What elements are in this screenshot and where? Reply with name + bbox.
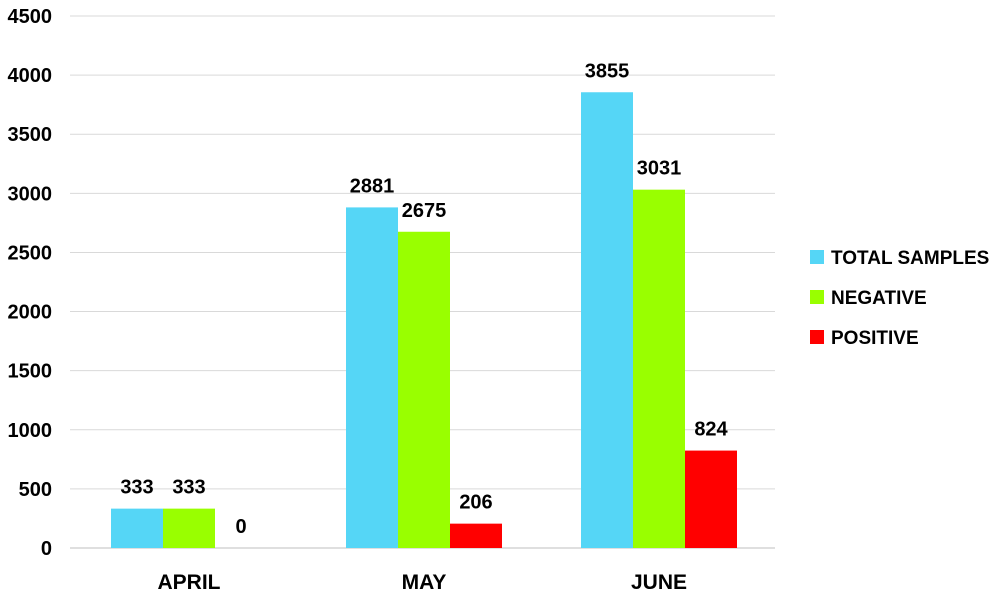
legend: TOTAL SAMPLES NEGATIVE POSITIVE: [810, 248, 989, 349]
x-category-label: JUNE: [631, 571, 687, 594]
data-label: 3031: [637, 158, 682, 180]
y-tick-label: 3500: [8, 124, 53, 146]
data-label: 2675: [402, 200, 447, 222]
data-label: 333: [172, 477, 205, 499]
data-label: 2881: [350, 175, 395, 197]
x-axis-category-labels: APRIL MAY JUNE: [158, 571, 688, 594]
y-tick-label: 2000: [8, 302, 53, 324]
y-tick-label: 0: [41, 538, 52, 560]
y-axis-tick-labels: 0 500 1000 1500 2000 2500 3000 3500 4000 4500: [8, 6, 53, 560]
y-tick-label: 500: [19, 479, 52, 501]
bar-positive-june: [685, 450, 737, 548]
y-tick-label: 4000: [8, 65, 53, 87]
y-tick-label: 3000: [8, 183, 53, 205]
bar-total-samples-april: [111, 508, 163, 548]
legend-swatch: [810, 250, 824, 264]
data-label: 824: [694, 419, 728, 441]
x-category-label: APRIL: [158, 571, 221, 594]
x-category-label: MAY: [402, 571, 447, 594]
legend-label: NEGATIVE: [831, 288, 927, 309]
bar-negative-april: [163, 508, 215, 548]
legend-swatch: [810, 330, 824, 344]
data-labels: 333 333 0 2881 2675 206 3855 3031 824: [120, 60, 728, 538]
data-label: 206: [459, 492, 492, 514]
y-tick-label: 2500: [8, 242, 53, 264]
legend-swatch: [810, 290, 824, 304]
bar-total-samples-may: [346, 207, 398, 548]
bar-positive-may: [450, 523, 502, 548]
bar-total-samples-june: [581, 92, 633, 549]
data-label: 0: [235, 516, 246, 538]
bar-negative-may: [398, 231, 450, 548]
legend-label: TOTAL SAMPLES: [831, 248, 989, 269]
y-tick-label: 4500: [8, 6, 53, 28]
bar-negative-june: [633, 189, 685, 548]
data-label: 333: [120, 477, 153, 499]
data-label: 3855: [585, 60, 630, 82]
y-tick-label: 1500: [8, 361, 53, 383]
bars: [111, 92, 737, 549]
y-tick-label: 1000: [8, 420, 53, 442]
legend-label: POSITIVE: [831, 328, 919, 349]
